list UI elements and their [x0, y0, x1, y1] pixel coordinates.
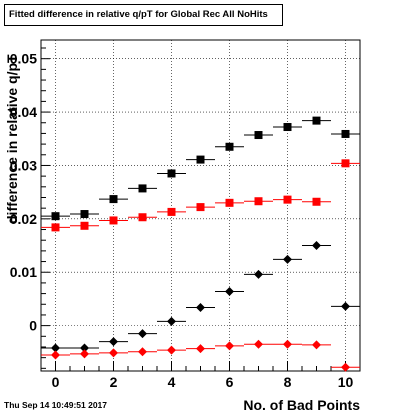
data-point-square	[196, 155, 205, 164]
data-point-diamond	[196, 302, 205, 312]
x-tick-label: 8	[284, 374, 292, 390]
y-tick-label: 0.02	[10, 211, 37, 227]
data-point-diamond	[80, 349, 89, 359]
data-point-diamond	[341, 362, 350, 372]
data-point-diamond	[225, 341, 234, 351]
data-point-diamond	[80, 343, 89, 353]
tick-labels: 0 2 4 6 8 10 0 0.01 0.02 0.03 0.04 0.05	[10, 51, 354, 390]
x-tick-label: 10	[338, 374, 354, 390]
y-tick-label: 0.05	[10, 51, 37, 67]
data-point-square	[254, 197, 263, 206]
data-point-diamond	[51, 350, 60, 360]
x-tick-label: 0	[52, 374, 60, 390]
x-tick-label: 6	[226, 374, 234, 390]
data-point-square	[167, 169, 176, 178]
data-point-square	[167, 207, 176, 216]
y-axis-title: difference in relative q/pT	[4, 54, 20, 224]
series-0	[41, 116, 360, 221]
data-point-diamond	[312, 340, 321, 350]
data-point-square	[109, 216, 118, 225]
data-point-square	[225, 142, 234, 151]
data-point-square	[51, 212, 60, 221]
data-point-diamond	[109, 337, 118, 347]
axis-ticks	[40, 47, 361, 371]
data-point-square	[138, 184, 147, 193]
data-point-diamond	[167, 345, 176, 355]
x-tick-label: 2	[110, 374, 118, 390]
data-point-square	[80, 210, 89, 219]
data-point-diamond	[312, 241, 321, 251]
series-2	[41, 241, 360, 353]
data-point-diamond	[196, 344, 205, 354]
data-point-diamond	[138, 347, 147, 357]
data-point-square	[283, 123, 292, 132]
data-point-square	[341, 129, 350, 138]
data-point-square	[283, 195, 292, 204]
data-point-square	[138, 213, 147, 222]
data-point-diamond	[167, 316, 176, 326]
series-1	[41, 159, 360, 232]
data-point-diamond	[283, 339, 292, 349]
y-tick-label: 0.01	[10, 264, 37, 280]
x-axis-title: No. of Bad Points	[243, 397, 360, 413]
data-point-diamond	[225, 286, 234, 296]
data-point-square	[225, 198, 234, 207]
data-point-diamond	[109, 348, 118, 358]
x-tick-label: 4	[168, 374, 176, 390]
timestamp: Thu Sep 14 10:49:51 2017	[4, 400, 108, 410]
data-point-square	[254, 131, 263, 140]
y-tick-label: 0.04	[10, 104, 37, 120]
data-point-diamond	[283, 254, 292, 264]
data-series	[41, 116, 360, 372]
data-point-square	[312, 197, 321, 206]
data-point-square	[341, 159, 350, 168]
data-point-diamond	[138, 329, 147, 339]
data-point-square	[51, 223, 60, 232]
y-tick-label: 0.03	[10, 157, 37, 173]
data-point-diamond	[254, 339, 263, 349]
data-point-square	[312, 116, 321, 125]
data-point-diamond	[341, 301, 350, 311]
data-point-diamond	[254, 269, 263, 279]
series-3	[41, 339, 360, 372]
data-point-diamond	[51, 343, 60, 353]
y-tick-label: 0	[29, 318, 37, 334]
chart-title: Fitted difference in relative q/pT for G…	[4, 4, 283, 26]
data-point-square	[109, 195, 118, 204]
data-point-square	[196, 203, 205, 212]
data-point-square	[80, 221, 89, 230]
